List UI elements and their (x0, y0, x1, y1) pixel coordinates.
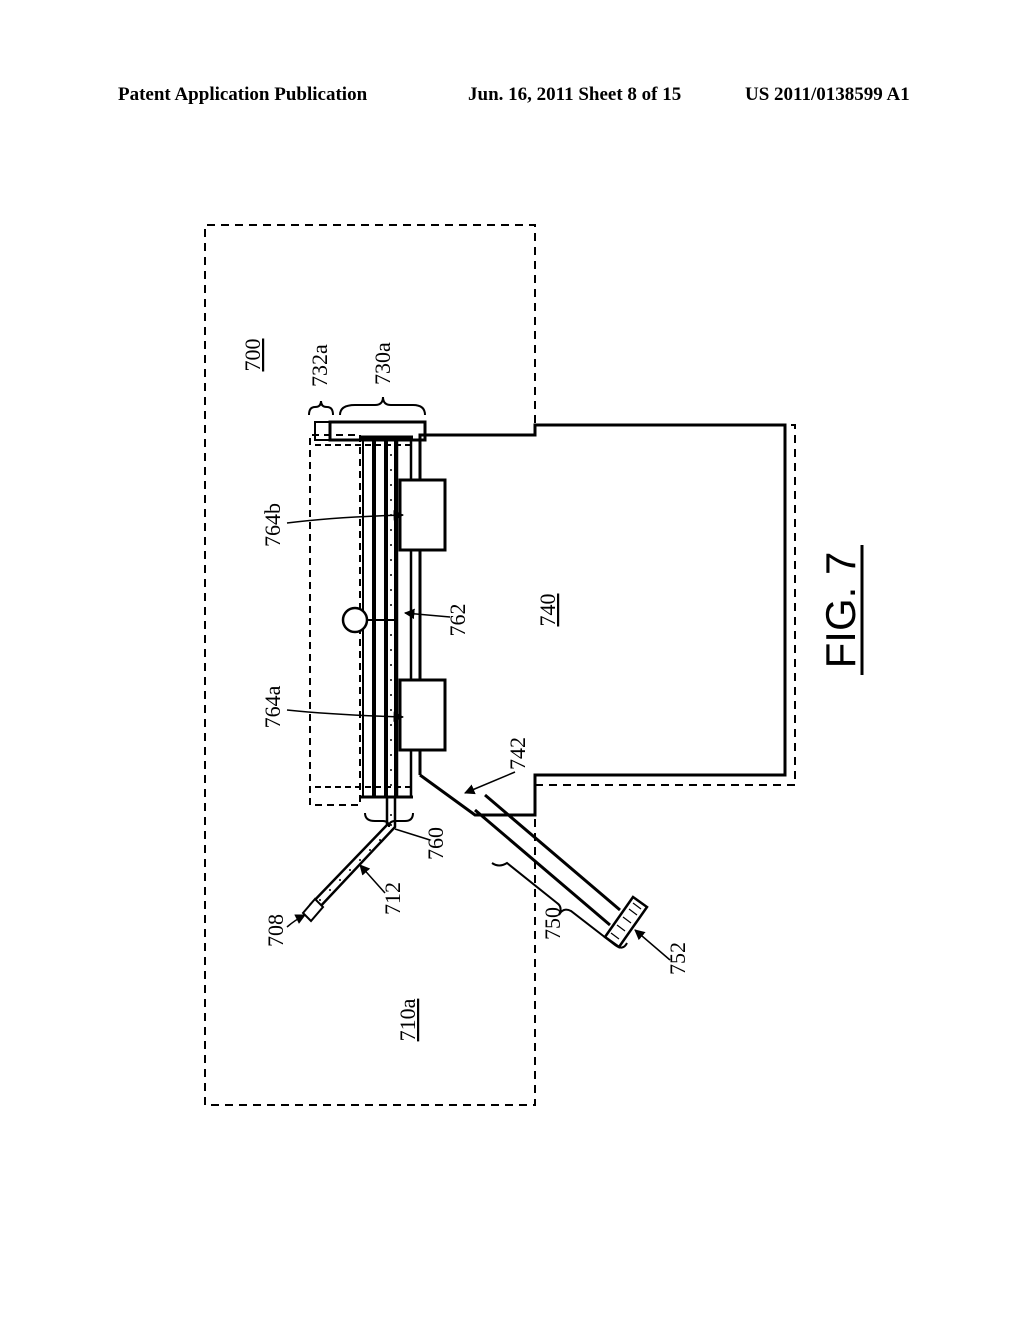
nozzle-708 (303, 899, 323, 921)
brace-732a (309, 401, 333, 415)
label-708: 708 (263, 914, 288, 947)
figure-caption: FIG. 7 (817, 552, 864, 669)
label-764b: 764b (260, 503, 285, 547)
leader-712 (360, 865, 385, 893)
rail-2 (375, 437, 385, 797)
rail-3-dotted (387, 437, 395, 797)
label-740: 740 (535, 594, 560, 627)
block-764b (400, 480, 445, 550)
label-730a: 730a (370, 342, 395, 385)
brace-730a (340, 397, 425, 415)
label-712: 712 (380, 882, 405, 915)
ball-762 (343, 608, 367, 632)
label-742: 742 (505, 737, 530, 770)
header-center: Jun. 16, 2011 Sheet 8 of 15 (468, 84, 681, 106)
outer-boundary (205, 225, 795, 1105)
patent-figure: 700 710a 708 712 760 762 764a 764b 732a … (155, 165, 870, 1165)
label-700: 700 (240, 339, 265, 372)
label-732a: 732a (307, 344, 332, 387)
header-left: Patent Application Publication (118, 84, 367, 106)
label-710a: 710a (395, 998, 420, 1041)
block-732a (315, 422, 330, 440)
label-760: 760 (423, 827, 448, 860)
brace-760 (365, 813, 413, 827)
page-header: Patent Application Publication Jun. 16, … (0, 84, 1024, 114)
header-right: US 2011/0138599 A1 (745, 84, 910, 106)
leader-708 (287, 915, 305, 927)
label-762: 762 (445, 604, 470, 637)
body-740 (420, 425, 785, 815)
block-764a (400, 680, 445, 750)
label-764a: 764a (260, 685, 285, 728)
leader-742 (465, 772, 515, 793)
label-750: 750 (540, 907, 565, 940)
